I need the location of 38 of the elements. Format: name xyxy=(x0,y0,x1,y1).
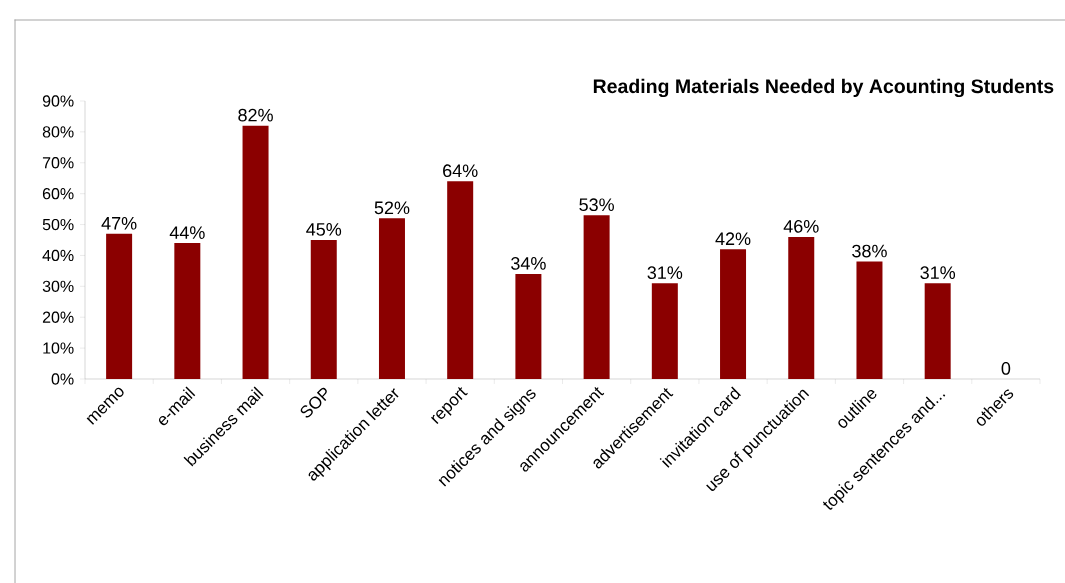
bar xyxy=(651,283,678,379)
data-label: 38% xyxy=(852,244,887,258)
bar xyxy=(856,261,883,379)
y-tick-label: 30% xyxy=(42,280,74,292)
bar xyxy=(310,239,337,379)
bar xyxy=(583,215,610,379)
y-tick-label: 90% xyxy=(42,95,74,107)
y-tick-label: 0% xyxy=(51,373,74,385)
bar xyxy=(174,243,201,379)
y-tick-label: 80% xyxy=(42,126,74,138)
y-tick-label: 70% xyxy=(42,157,74,169)
y-tick-label: 10% xyxy=(43,342,74,354)
data-label: 45% xyxy=(306,223,342,236)
bar xyxy=(447,181,474,379)
data-label: 42% xyxy=(715,232,751,246)
bar xyxy=(924,283,951,379)
bar xyxy=(106,233,133,379)
data-label: 34% xyxy=(511,257,546,270)
y-tick-label: 60% xyxy=(42,188,74,200)
bar xyxy=(515,273,542,379)
data-label: 52% xyxy=(374,201,410,215)
data-label: 46% xyxy=(783,219,819,233)
chart-title: Reading Materials Needed by Acounting Students xyxy=(593,78,1054,98)
bar xyxy=(788,236,815,379)
data-label: 0 xyxy=(1001,362,1011,375)
data-label: 82% xyxy=(238,108,273,122)
data-label: 47% xyxy=(101,217,137,230)
y-tick-label: 40% xyxy=(42,249,74,262)
bar xyxy=(720,249,747,379)
data-label: 64% xyxy=(443,164,478,178)
y-tick-label: 20% xyxy=(42,311,74,323)
bar xyxy=(242,125,269,379)
data-label: 53% xyxy=(579,198,614,212)
bar xyxy=(378,218,405,379)
data-label: 31% xyxy=(920,266,956,280)
data-label: 31% xyxy=(647,266,683,280)
y-tick-label: 50% xyxy=(42,218,74,231)
data-label: 44% xyxy=(169,226,205,239)
